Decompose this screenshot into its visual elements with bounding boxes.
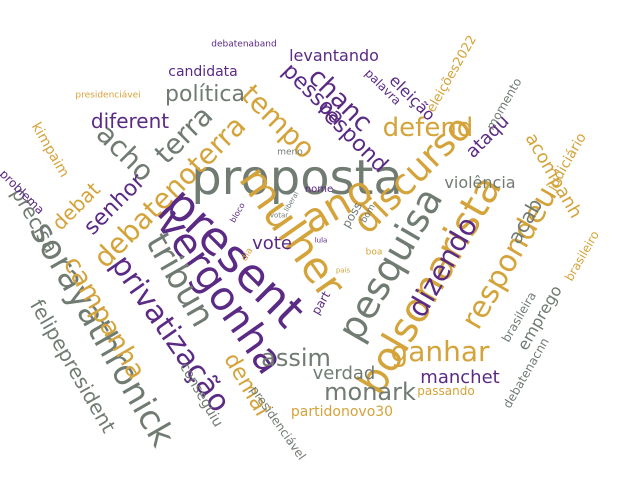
cloud-word: passando xyxy=(417,384,475,398)
cloud-word: país xyxy=(335,266,351,275)
cloud-word: debatenaband xyxy=(211,39,277,50)
cloud-word: lula xyxy=(314,236,328,245)
cloud-word: votar xyxy=(269,211,289,220)
cloud-word: política xyxy=(165,82,245,107)
cloud-word: kimpaim xyxy=(27,119,73,181)
cloud-word: verdad xyxy=(312,363,376,384)
cloud-word: violência xyxy=(444,173,516,192)
cloud-word: partidonovo30 xyxy=(290,404,394,420)
cloud-word: brasileiro xyxy=(562,228,602,284)
cloud-word: levantando xyxy=(289,46,379,65)
cloud-word: monark xyxy=(324,378,416,406)
cloud-word: boa xyxy=(365,247,383,258)
cloud-word: meno xyxy=(277,147,303,158)
cloud-word: vote xyxy=(252,233,292,254)
cloud-word: assim xyxy=(261,344,331,372)
cloud-word: eleições2022 xyxy=(423,32,481,116)
cloud-word: nome xyxy=(304,184,334,195)
cloud-word: candidata xyxy=(168,64,238,80)
cloud-word: proposta xyxy=(191,150,403,206)
cloud-word: manchet xyxy=(420,367,500,388)
cloud-word: presidenciável xyxy=(247,383,309,463)
cloud-word: diferent xyxy=(90,109,170,133)
cloud-word: defend xyxy=(382,113,474,143)
cloud-word: presidenciávei xyxy=(75,90,141,101)
cloud-word: ganhar xyxy=(390,335,490,368)
